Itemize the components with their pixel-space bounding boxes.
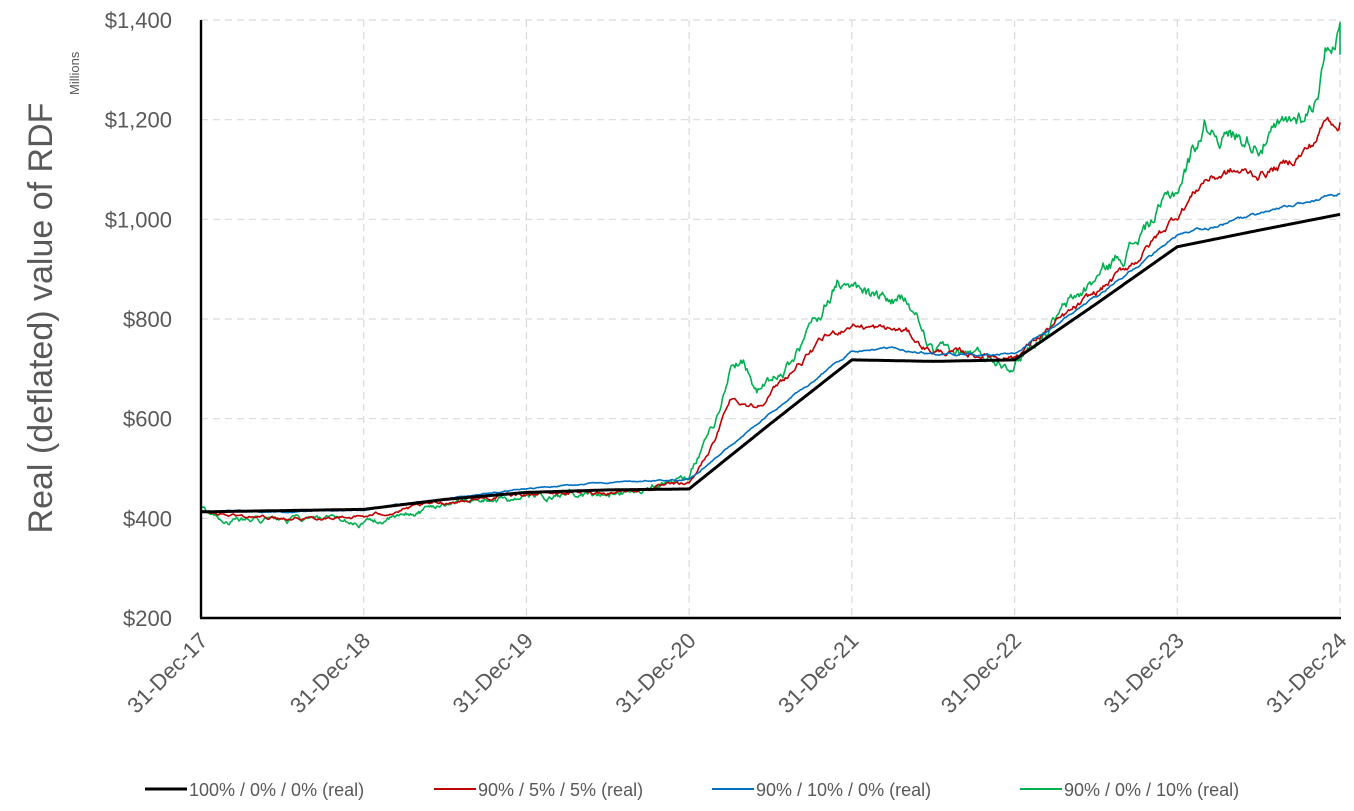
axes — [199, 20, 1341, 620]
series-line-0 — [200, 212, 1341, 514]
y-axis-title: Real (deflated) value of RDF — [22, 103, 60, 534]
legend-item: 100% / 0% / 0% (real) — [145, 780, 364, 800]
y-tick-label: $800 — [123, 307, 172, 332]
x-tick-label: 31-Dec-23 — [1099, 628, 1189, 718]
x-tick-label: 31-Dec-22 — [936, 628, 1026, 718]
y-tick-labels: $200 $400 $600 $800 $1,000 $1,200 $1,400 — [105, 8, 172, 631]
legend-label: 90% / 5% / 5% (real) — [478, 780, 643, 800]
legend-item: 90% / 0% / 10% (real) — [1020, 780, 1239, 800]
y-units-label: Millions — [67, 51, 82, 95]
legend-label: 90% / 10% / 0% (real) — [756, 780, 931, 800]
series-line-3 — [200, 21, 1341, 529]
x-tick-label: 31-Dec-17 — [122, 628, 212, 718]
y-tick-label: $1,000 — [105, 207, 172, 232]
x-tick-labels: 31-Dec-17 31-Dec-18 31-Dec-19 31-Dec-20 31-D… — [122, 628, 1351, 718]
series-line-1 — [200, 116, 1341, 522]
x-tick-label: 31-Dec-20 — [610, 628, 700, 718]
x-tick-label: 31-Dec-24 — [1261, 628, 1351, 718]
y-tick-label: $400 — [123, 506, 172, 531]
gridlines — [201, 19, 1341, 618]
y-tick-label: $600 — [123, 407, 172, 432]
x-tick-label: 31-Dec-19 — [448, 628, 538, 718]
y-tick-label: $1,200 — [105, 108, 172, 133]
legend-label: 100% / 0% / 0% (real) — [189, 780, 364, 800]
legend-label: 90% / 0% / 10% (real) — [1064, 780, 1239, 800]
x-tick-label: 31-Dec-18 — [285, 628, 375, 718]
series-lines — [200, 21, 1341, 529]
x-tick-label: 31-Dec-21 — [773, 628, 863, 718]
y-tick-label: $200 — [123, 606, 172, 631]
y-tick-label: $1,400 — [105, 8, 172, 33]
legend-item: 90% / 10% / 0% (real) — [712, 780, 931, 800]
legend: 100% / 0% / 0% (real) 90% / 5% / 5% (real… — [145, 780, 1239, 800]
series-line-2 — [200, 192, 1341, 514]
legend-item: 90% / 5% / 5% (real) — [434, 780, 643, 800]
